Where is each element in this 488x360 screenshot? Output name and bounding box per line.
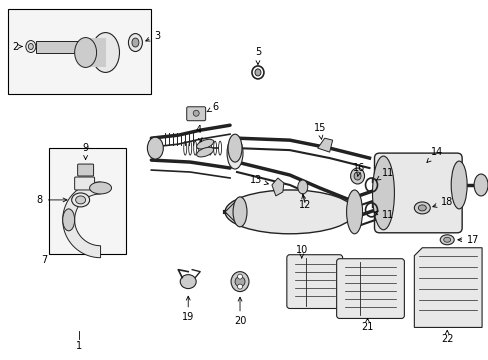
FancyBboxPatch shape — [286, 255, 342, 309]
Ellipse shape — [473, 174, 487, 196]
Text: 12: 12 — [298, 194, 310, 210]
Text: 7: 7 — [41, 255, 48, 265]
Ellipse shape — [233, 197, 246, 227]
FancyBboxPatch shape — [336, 259, 404, 319]
Text: 22: 22 — [440, 330, 452, 345]
Polygon shape — [271, 178, 283, 196]
Ellipse shape — [439, 235, 453, 245]
Ellipse shape — [297, 180, 307, 194]
Ellipse shape — [72, 193, 89, 207]
Text: 20: 20 — [233, 297, 245, 327]
Ellipse shape — [193, 110, 199, 116]
Ellipse shape — [372, 156, 394, 230]
Text: 5: 5 — [254, 48, 261, 64]
Ellipse shape — [254, 69, 261, 76]
Text: 9: 9 — [82, 143, 88, 159]
Ellipse shape — [91, 32, 119, 72]
FancyBboxPatch shape — [374, 153, 461, 233]
Text: 11: 11 — [374, 210, 393, 220]
Bar — [49, 148, 126, 254]
Polygon shape — [413, 248, 481, 328]
Polygon shape — [317, 138, 332, 152]
Ellipse shape — [26, 41, 36, 53]
Ellipse shape — [75, 37, 96, 67]
Text: 19: 19 — [182, 296, 194, 323]
Ellipse shape — [180, 275, 196, 289]
Ellipse shape — [237, 284, 242, 289]
Text: 13: 13 — [249, 175, 268, 185]
Bar — [36, 41, 85, 54]
Text: 2: 2 — [13, 41, 22, 51]
Ellipse shape — [132, 38, 139, 47]
Ellipse shape — [89, 182, 111, 194]
Text: 6: 6 — [206, 102, 218, 112]
Text: 16: 16 — [353, 163, 365, 176]
Text: 18: 18 — [432, 197, 452, 207]
Ellipse shape — [224, 190, 354, 234]
FancyBboxPatch shape — [78, 164, 93, 176]
Text: 14: 14 — [426, 147, 443, 162]
Ellipse shape — [417, 205, 426, 211]
Ellipse shape — [147, 137, 163, 159]
Ellipse shape — [235, 276, 244, 287]
Text: 1: 1 — [76, 341, 81, 351]
Ellipse shape — [128, 33, 142, 51]
Ellipse shape — [76, 196, 85, 204]
Ellipse shape — [450, 161, 466, 209]
Text: 3: 3 — [145, 31, 160, 41]
Text: 10: 10 — [295, 245, 307, 258]
Ellipse shape — [196, 147, 213, 157]
Ellipse shape — [62, 209, 75, 231]
Polygon shape — [62, 182, 101, 258]
Bar — [8, 9, 151, 94]
Ellipse shape — [28, 44, 33, 50]
Text: 21: 21 — [361, 318, 373, 332]
FancyBboxPatch shape — [75, 177, 94, 190]
Ellipse shape — [346, 190, 362, 234]
FancyBboxPatch shape — [186, 107, 205, 121]
Ellipse shape — [413, 202, 429, 214]
Text: 4: 4 — [195, 125, 202, 141]
Text: 11: 11 — [375, 168, 393, 180]
Text: 8: 8 — [37, 195, 67, 205]
Polygon shape — [224, 197, 240, 227]
Ellipse shape — [443, 237, 450, 242]
Ellipse shape — [350, 168, 364, 184]
Text: 15: 15 — [313, 123, 325, 139]
Ellipse shape — [196, 139, 213, 149]
Ellipse shape — [226, 137, 243, 169]
Ellipse shape — [237, 274, 242, 279]
Ellipse shape — [227, 134, 242, 162]
Ellipse shape — [230, 272, 248, 292]
Bar — [85, 37, 105, 67]
Ellipse shape — [353, 172, 360, 180]
Text: 17: 17 — [457, 235, 479, 245]
